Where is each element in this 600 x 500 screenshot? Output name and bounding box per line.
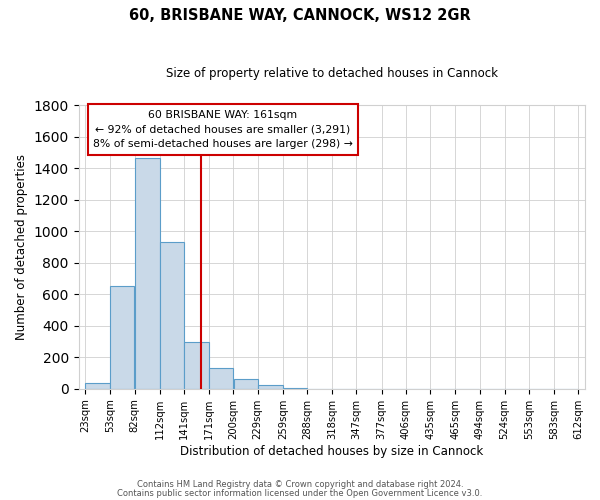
Bar xyxy=(85,382,110,389)
Bar xyxy=(233,378,257,389)
Text: 60, BRISBANE WAY, CANNOCK, WS12 2GR: 60, BRISBANE WAY, CANNOCK, WS12 2GR xyxy=(129,8,471,22)
Y-axis label: Number of detached properties: Number of detached properties xyxy=(15,154,28,340)
Bar xyxy=(258,385,283,389)
Bar xyxy=(184,342,209,389)
Text: Contains HM Land Registry data © Crown copyright and database right 2024.: Contains HM Land Registry data © Crown c… xyxy=(137,480,463,489)
Title: Size of property relative to detached houses in Cannock: Size of property relative to detached ho… xyxy=(166,68,498,80)
Text: 60 BRISBANE WAY: 161sqm
← 92% of detached houses are smaller (3,291)
8% of semi-: 60 BRISBANE WAY: 161sqm ← 92% of detache… xyxy=(93,110,353,149)
Bar xyxy=(160,242,184,389)
Bar xyxy=(209,368,233,389)
X-axis label: Distribution of detached houses by size in Cannock: Distribution of detached houses by size … xyxy=(180,444,484,458)
Bar xyxy=(283,388,307,389)
Bar xyxy=(135,158,160,389)
Text: Contains public sector information licensed under the Open Government Licence v3: Contains public sector information licen… xyxy=(118,489,482,498)
Bar xyxy=(110,286,134,389)
